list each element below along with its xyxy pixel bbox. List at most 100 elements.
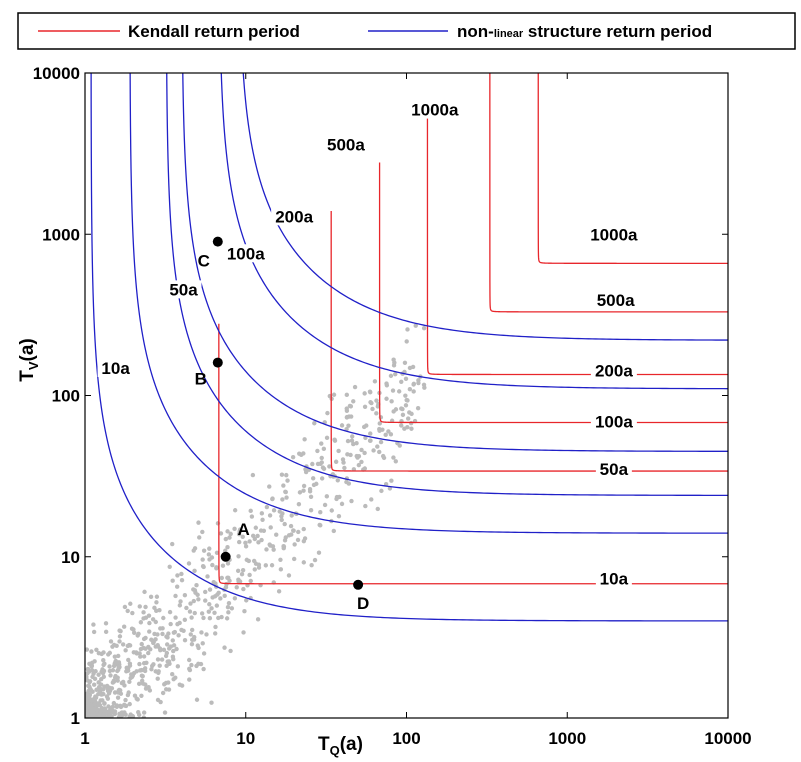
scatter-point — [116, 660, 122, 665]
scatter-point — [388, 373, 394, 379]
scatter-point — [247, 539, 252, 544]
scatter-point — [200, 557, 205, 562]
scatter-point — [182, 638, 188, 643]
scatter-point — [155, 676, 160, 681]
scatter-point — [138, 654, 143, 659]
scatter-point — [218, 531, 224, 536]
scatter-point — [133, 650, 139, 655]
scatter-point — [255, 533, 260, 539]
scatter-point — [192, 568, 197, 573]
marked-point-label: C — [198, 252, 210, 271]
scatter-point — [189, 662, 194, 668]
marked-point-label: D — [357, 594, 369, 613]
scatter-point — [167, 564, 172, 569]
scatter-point — [214, 603, 220, 608]
scatter-point — [340, 457, 346, 462]
scatter-point — [107, 668, 113, 674]
scatter-point — [106, 691, 112, 696]
scatter-point — [94, 715, 99, 718]
scatter-point — [101, 708, 107, 714]
scatter-point — [212, 594, 218, 599]
scatter-point — [194, 663, 199, 669]
scatter-point — [87, 661, 92, 666]
scatter-point — [213, 631, 218, 636]
scatter-point — [174, 584, 180, 589]
scatter-point — [372, 379, 378, 384]
scatter-point — [108, 639, 114, 644]
curve-label: 200a — [595, 361, 633, 380]
scatter-point — [250, 472, 256, 478]
curve-labels: 10a 50a 100a 200a 500a 1000a 1000a 500a 200a 100a… — [97, 100, 642, 589]
scatter-point — [131, 627, 136, 632]
scatter-point — [237, 539, 242, 545]
scatter-point — [138, 620, 144, 625]
scatter-point — [362, 404, 368, 410]
scatter-point — [85, 683, 91, 689]
scatter-point — [232, 526, 237, 532]
scatter-point — [187, 667, 193, 673]
scatter-point — [189, 615, 194, 620]
scatter-point — [132, 693, 138, 698]
scatter-point — [175, 664, 181, 669]
scatter-point — [279, 517, 284, 523]
scatter-point — [405, 424, 410, 430]
scatter-point — [216, 590, 221, 596]
scatter-point — [112, 709, 118, 714]
scatter-point — [194, 697, 200, 702]
scatter-point — [391, 409, 396, 414]
scatter-point — [128, 712, 133, 717]
scatter-point — [186, 561, 192, 566]
scatter-point — [232, 596, 238, 601]
scatter-point — [127, 679, 132, 685]
scatter-point — [158, 699, 163, 705]
kendall-curve-200a — [426, 114, 728, 376]
scatter-point — [166, 659, 172, 664]
scatter-point — [237, 527, 243, 532]
scatter-point — [368, 438, 373, 443]
scatter-point — [116, 687, 122, 693]
scatter-point — [356, 454, 362, 459]
scatter-point — [101, 650, 106, 655]
scatter-point — [200, 641, 205, 646]
scatter-point — [96, 672, 101, 677]
curve-label-bg — [222, 244, 269, 263]
scatter-point — [163, 680, 169, 686]
scatter-point — [123, 648, 128, 653]
curve-label-bg — [590, 412, 637, 431]
scatter-point — [161, 615, 166, 621]
x-tick-label: 1 — [80, 729, 89, 748]
scatter-point — [118, 704, 124, 710]
scatter-point — [258, 528, 264, 533]
scatter-point — [153, 669, 158, 674]
scatter-point — [209, 606, 214, 611]
scatter-point — [100, 698, 105, 703]
scatter-point — [182, 592, 188, 598]
legend: Kendall return period non-linear structu… — [17, 12, 796, 50]
scatter-point — [225, 561, 231, 566]
scatter-point — [321, 446, 327, 452]
scatter-point — [264, 547, 269, 552]
scatter-point — [393, 371, 398, 377]
scatter-point — [312, 421, 317, 426]
scatter-point — [227, 535, 232, 540]
scatter-point — [312, 557, 318, 563]
scatter-point — [204, 632, 209, 637]
scatter-point — [276, 589, 282, 594]
scatter-point — [267, 484, 272, 489]
scatter-point — [364, 423, 369, 428]
scatter-point — [159, 657, 165, 662]
y-tick-label: 1 — [71, 709, 80, 728]
scatter-point — [137, 661, 142, 667]
scatter-point — [115, 695, 121, 700]
scatter-point — [247, 572, 252, 578]
scatter-point — [191, 587, 196, 592]
scatter-point — [222, 593, 227, 599]
x-tick-label: 1000 — [548, 729, 586, 748]
scatter-point — [356, 462, 362, 468]
scatter-point — [226, 610, 231, 615]
scatter-point — [141, 715, 147, 718]
scatter-point — [225, 544, 230, 550]
kendall-curve-10a — [218, 323, 728, 585]
scatter-point — [187, 677, 192, 682]
scatter-point — [117, 634, 123, 639]
